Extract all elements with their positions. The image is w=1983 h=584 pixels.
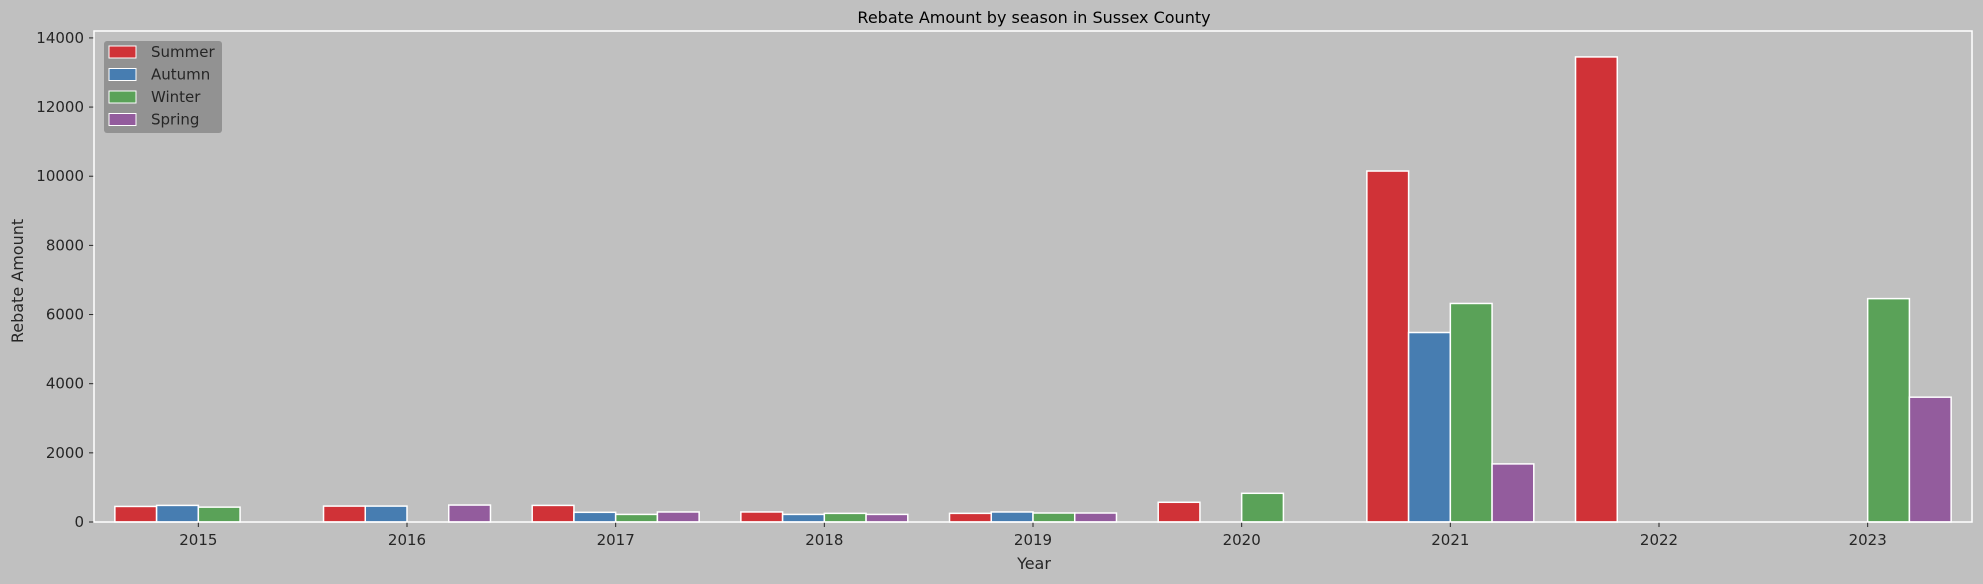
bar-spring-2016 — [447, 504, 492, 523]
x-tick-label: 2018 — [805, 531, 843, 549]
legend-swatch-spring — [108, 113, 137, 126]
y-tick-label: 4000 — [46, 375, 84, 393]
legend-label-winter: Winter — [151, 88, 201, 106]
y-tick-label: 12000 — [36, 98, 84, 116]
bar-winter-2020 — [1240, 492, 1285, 523]
bar-autumn-2016 — [364, 505, 408, 523]
bar-summer-2022 — [1574, 56, 1619, 523]
x-tick-label: 2016 — [388, 531, 426, 549]
bar-winter-2019 — [1032, 512, 1076, 523]
x-tick-label: 2017 — [597, 531, 635, 549]
x-axis-ticks: 2015 2016 2017 2018 2019 2020 2021 2022 2023 — [179, 522, 1887, 549]
bar-spring-2023 — [1908, 396, 1952, 523]
x-tick-label: 2021 — [1431, 531, 1469, 549]
bar-winter-2018 — [823, 512, 867, 523]
y-tick-label: 6000 — [46, 306, 84, 324]
chart-title: Rebate Amount by season in Sussex County — [857, 8, 1210, 27]
legend-swatch-winter — [108, 90, 137, 104]
legend-label-autumn: Autumn — [151, 66, 210, 84]
bar-spring-2017 — [656, 511, 700, 523]
legend: Summer Autumn Winter Spring — [104, 41, 222, 133]
x-tick-label: 2023 — [1849, 531, 1887, 549]
legend-label-spring: Spring — [151, 111, 199, 129]
bar-autumn-2019 — [990, 511, 1034, 523]
bar-spring-2019 — [1073, 512, 1118, 523]
bar-summer-2020 — [1157, 501, 1201, 523]
x-tick-label: 2020 — [1223, 531, 1261, 549]
bar-summer-2017 — [531, 504, 575, 523]
bar-autumn-2017 — [573, 511, 617, 523]
bar-winter-2021 — [1449, 302, 1493, 523]
x-tick-label: 2022 — [1640, 531, 1678, 549]
bar-winter-2015 — [197, 506, 241, 523]
bar-summer-2018 — [740, 511, 784, 523]
bar-winter-2017 — [614, 513, 659, 523]
plot-area — [114, 56, 1952, 523]
legend-swatch-summer — [108, 45, 137, 59]
y-tick-label: 10000 — [36, 167, 84, 185]
bar-summer-2016 — [322, 505, 367, 523]
bar-spring-2018 — [865, 513, 909, 523]
legend-label-summer: Summer — [151, 43, 215, 61]
bar-autumn-2021 — [1407, 331, 1452, 523]
bar-autumn-2015 — [155, 504, 200, 523]
plot-frame — [93, 30, 1973, 523]
x-tick-label: 2015 — [179, 531, 217, 549]
x-axis-label: Year — [1016, 554, 1051, 573]
y-axis-label: Rebate Amount — [8, 219, 27, 343]
bar-autumn-2018 — [781, 513, 826, 523]
bar-spring-2021 — [1491, 463, 1535, 523]
legend-box — [104, 41, 222, 133]
legend-swatch-autumn — [108, 68, 137, 81]
bar-summer-2021 — [1366, 170, 1410, 523]
bar-summer-2019 — [948, 512, 993, 523]
y-tick-label: 14000 — [36, 29, 84, 47]
x-tick-label: 2019 — [1014, 531, 1052, 549]
y-tick-label: 0 — [74, 513, 84, 531]
bar-winter-2023 — [1866, 297, 1911, 523]
y-tick-label: 8000 — [46, 236, 84, 254]
bar-summer-2015 — [114, 505, 158, 523]
y-axis-ticks: 0 2000 4000 6000 8000 10000 12000 14000 — [36, 29, 94, 531]
y-tick-label: 2000 — [46, 444, 84, 462]
